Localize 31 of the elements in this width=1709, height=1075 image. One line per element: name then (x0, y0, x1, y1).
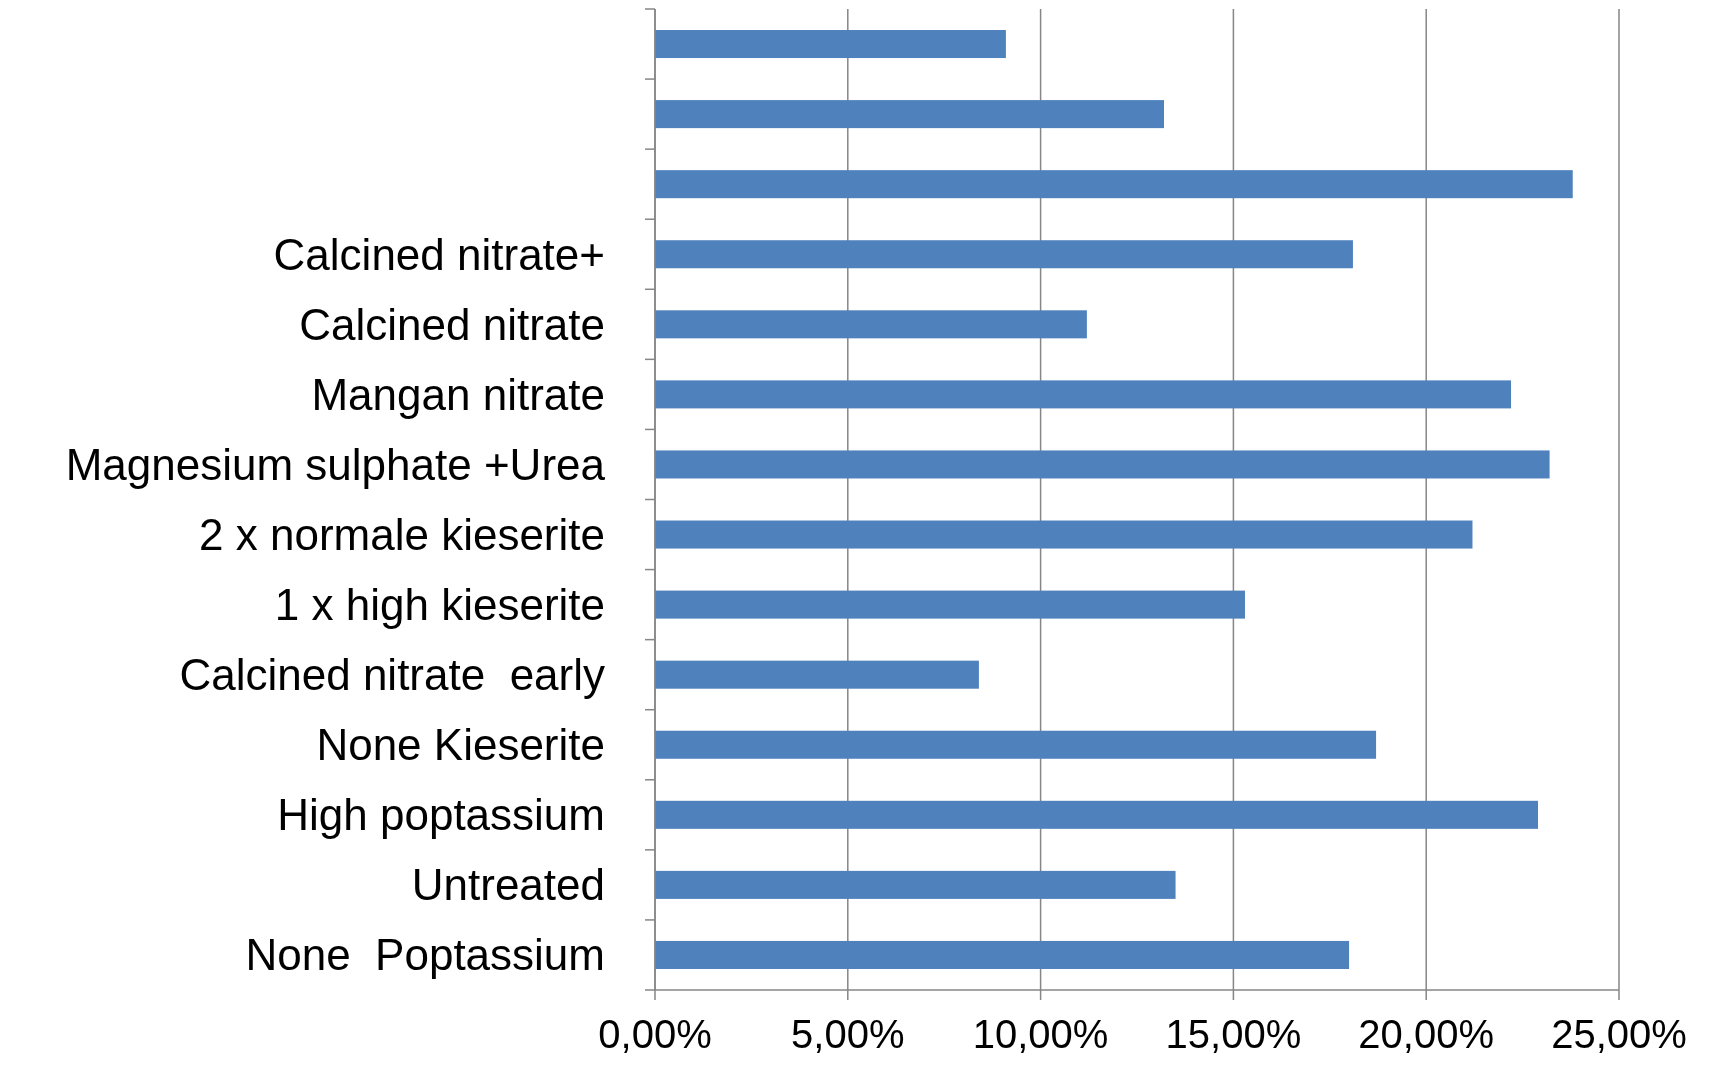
y-tick-label: Magnesium sulphate +Urea (65, 439, 606, 489)
bar (655, 30, 1006, 59)
y-tick-label: Mangan nitrate (311, 369, 605, 419)
bar (655, 660, 979, 689)
y-tick-label: None Poptassium (245, 930, 605, 980)
x-tick-label: 25,00% (1551, 1012, 1687, 1056)
bar (655, 170, 1573, 199)
bar (655, 520, 1473, 549)
x-tick-label: 0,00% (598, 1012, 712, 1056)
y-tick-label: 2 x normale kieserite (199, 509, 605, 559)
x-tick-label: 15,00% (1165, 1012, 1302, 1056)
bar (655, 100, 1164, 129)
y-tick-label: None Kieserite (316, 720, 605, 770)
y-tick-label: 1 x high kieserite (274, 580, 605, 630)
bar (655, 450, 1550, 479)
bar (655, 870, 1176, 899)
bar (655, 310, 1087, 339)
y-tick-label: Calcined nitrate+ (273, 229, 605, 279)
bar (655, 590, 1245, 619)
x-tick-label: 20,00% (1358, 1012, 1495, 1056)
y-tick-label: Calcined nitrate early (179, 650, 605, 700)
y-tick-label: Calcined nitrate (299, 299, 605, 349)
x-tick-label: 5,00% (791, 1012, 905, 1056)
bar (655, 730, 1377, 759)
y-tick-label: High poptassium (277, 790, 605, 840)
bar (655, 240, 1353, 269)
bar (655, 940, 1350, 969)
x-tick-label: 10,00% (972, 1012, 1109, 1056)
bar (655, 800, 1539, 829)
y-tick-label: Untreated (411, 860, 605, 910)
bar (655, 380, 1512, 409)
